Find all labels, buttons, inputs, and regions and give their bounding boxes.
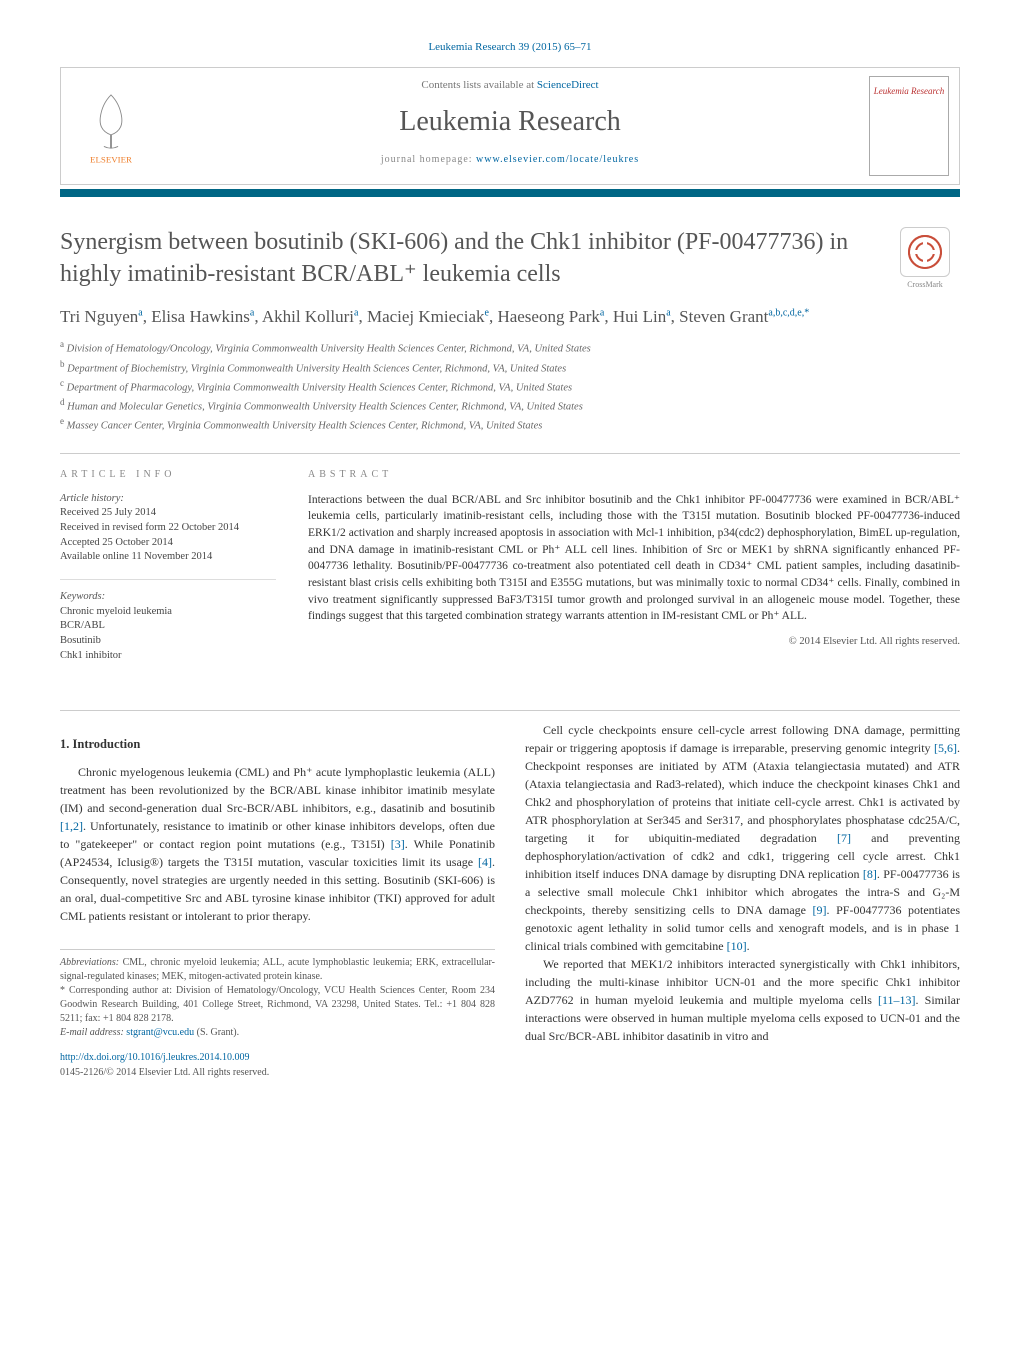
sciencedirect-link[interactable]: ScienceDirect (537, 79, 599, 91)
keywords-block: Keywords: Chronic myeloid leukemiaBCR/AB… (60, 590, 276, 663)
journal-name: Leukemia Research (161, 102, 859, 141)
doi-line: http://dx.doi.org/10.1016/j.leukres.2014… (60, 1050, 495, 1065)
crossmark-icon (900, 227, 950, 277)
contents-prefix: Contents lists available at (421, 79, 536, 91)
abstract-text: Interactions between the dual BCR/ABL an… (308, 492, 960, 625)
reference-link[interactable]: [9] (813, 903, 827, 917)
history-line: Received 25 July 2014 (60, 506, 276, 521)
article-info-heading: article info (60, 468, 276, 482)
right-column: Cell cycle checkpoints ensure cell-cycle… (525, 721, 960, 1081)
reference-link[interactable]: [8] (863, 867, 877, 881)
crossmark-label: CrossMark (890, 279, 960, 290)
email-footnote: E-mail address: stgrant@vcu.edu (S. Gran… (60, 1026, 495, 1040)
crossmark-widget[interactable]: CrossMark (890, 227, 960, 290)
affiliation-row: b Department of Biochemistry, Virginia C… (60, 358, 960, 377)
issn-line: 0145-2126/© 2014 Elsevier Ltd. All right… (60, 1065, 495, 1080)
journal-cover-thumbnail[interactable]: Leukemia Research (859, 68, 959, 184)
body-paragraph: Cell cycle checkpoints ensure cell-cycle… (525, 721, 960, 955)
affiliation-row: e Massey Cancer Center, Virginia Commonw… (60, 415, 960, 434)
article-history: Article history: Received 25 July 2014Re… (60, 492, 276, 565)
homepage-prefix: journal homepage: (381, 154, 476, 165)
journal-homepage-link[interactable]: www.elsevier.com/locate/leukres (476, 154, 639, 165)
affiliation-row: d Human and Molecular Genetics, Virginia… (60, 396, 960, 415)
keyword: Chk1 inhibitor (60, 649, 276, 664)
homepage-line: journal homepage: www.elsevier.com/locat… (161, 153, 859, 167)
history-line: Received in revised form 22 October 2014 (60, 521, 276, 536)
abstract-heading: abstract (308, 468, 960, 482)
reference-link[interactable]: [10] (727, 939, 747, 953)
article-info-column: article info Article history: Received 2… (60, 454, 290, 692)
affiliation-row: a Division of Hematology/Oncology, Virgi… (60, 338, 960, 357)
cover-title: Leukemia Research (874, 85, 944, 98)
keyword: BCR/ABL (60, 619, 276, 634)
divider (60, 710, 960, 711)
abbreviations-footnote: Abbreviations: CML, chronic myeloid leuk… (60, 956, 495, 984)
journal-header: ELSEVIER Contents lists available at Sci… (60, 67, 960, 185)
corresponding-author-footnote: * Corresponding author at: Division of H… (60, 984, 495, 1026)
body-paragraph: Chronic myelogenous leukemia (CML) and P… (60, 763, 495, 925)
article-title: Synergism between bosutinib (SKI-606) an… (60, 227, 870, 289)
footnotes: Abbreviations: CML, chronic myeloid leuk… (60, 949, 495, 1040)
contents-line: Contents lists available at ScienceDirec… (161, 78, 859, 93)
reference-link[interactable]: [7] (837, 831, 851, 845)
reference-link[interactable]: [3] (391, 837, 405, 851)
keywords-label: Keywords: (60, 590, 276, 605)
brand-color-bar (60, 189, 960, 197)
abstract-column: abstract Interactions between the dual B… (290, 454, 960, 692)
doi-link[interactable]: http://dx.doi.org/10.1016/j.leukres.2014… (60, 1052, 250, 1063)
publisher-name: ELSEVIER (90, 155, 132, 165)
history-label: Article history: (60, 492, 276, 507)
email-suffix: (S. Grant). (194, 1027, 239, 1038)
section-heading-intro: 1. Introduction (60, 735, 495, 754)
reference-link[interactable]: [5,6] (934, 741, 957, 755)
elsevier-tree-icon: ELSEVIER (71, 86, 151, 166)
keyword: Bosutinib (60, 634, 276, 649)
reference-link[interactable]: [11–13] (878, 993, 916, 1007)
author-list: Tri Nguyena, Elisa Hawkinsa, Akhil Kollu… (60, 305, 960, 329)
affiliations: a Division of Hematology/Oncology, Virgi… (60, 338, 960, 434)
abbrev-label: Abbreviations: (60, 957, 119, 968)
body-paragraph: We reported that MEK1/2 inhibitors inter… (525, 955, 960, 1045)
journal-reference: Leukemia Research 39 (2015) 65–71 (60, 40, 960, 55)
reference-link[interactable]: [4] (478, 855, 492, 869)
corresponding-email-link[interactable]: stgrant@vcu.edu (126, 1027, 194, 1038)
history-line: Accepted 25 October 2014 (60, 536, 276, 551)
corr-label: * Corresponding author at: (60, 985, 176, 996)
abbrev-text: CML, chronic myeloid leukemia; ALL, acut… (60, 957, 495, 982)
reference-link[interactable]: [1,2] (60, 819, 83, 833)
publisher-logo[interactable]: ELSEVIER (61, 68, 161, 184)
keyword: Chronic myeloid leukemia (60, 605, 276, 620)
left-column: 1. Introduction Chronic myelogenous leuk… (60, 721, 495, 1081)
abstract-copyright: © 2014 Elsevier Ltd. All rights reserved… (308, 635, 960, 650)
email-label: E-mail address: (60, 1027, 126, 1038)
affiliation-row: c Department of Pharmacology, Virginia C… (60, 377, 960, 396)
body-columns: 1. Introduction Chronic myelogenous leuk… (60, 721, 960, 1081)
history-line: Available online 11 November 2014 (60, 550, 276, 565)
